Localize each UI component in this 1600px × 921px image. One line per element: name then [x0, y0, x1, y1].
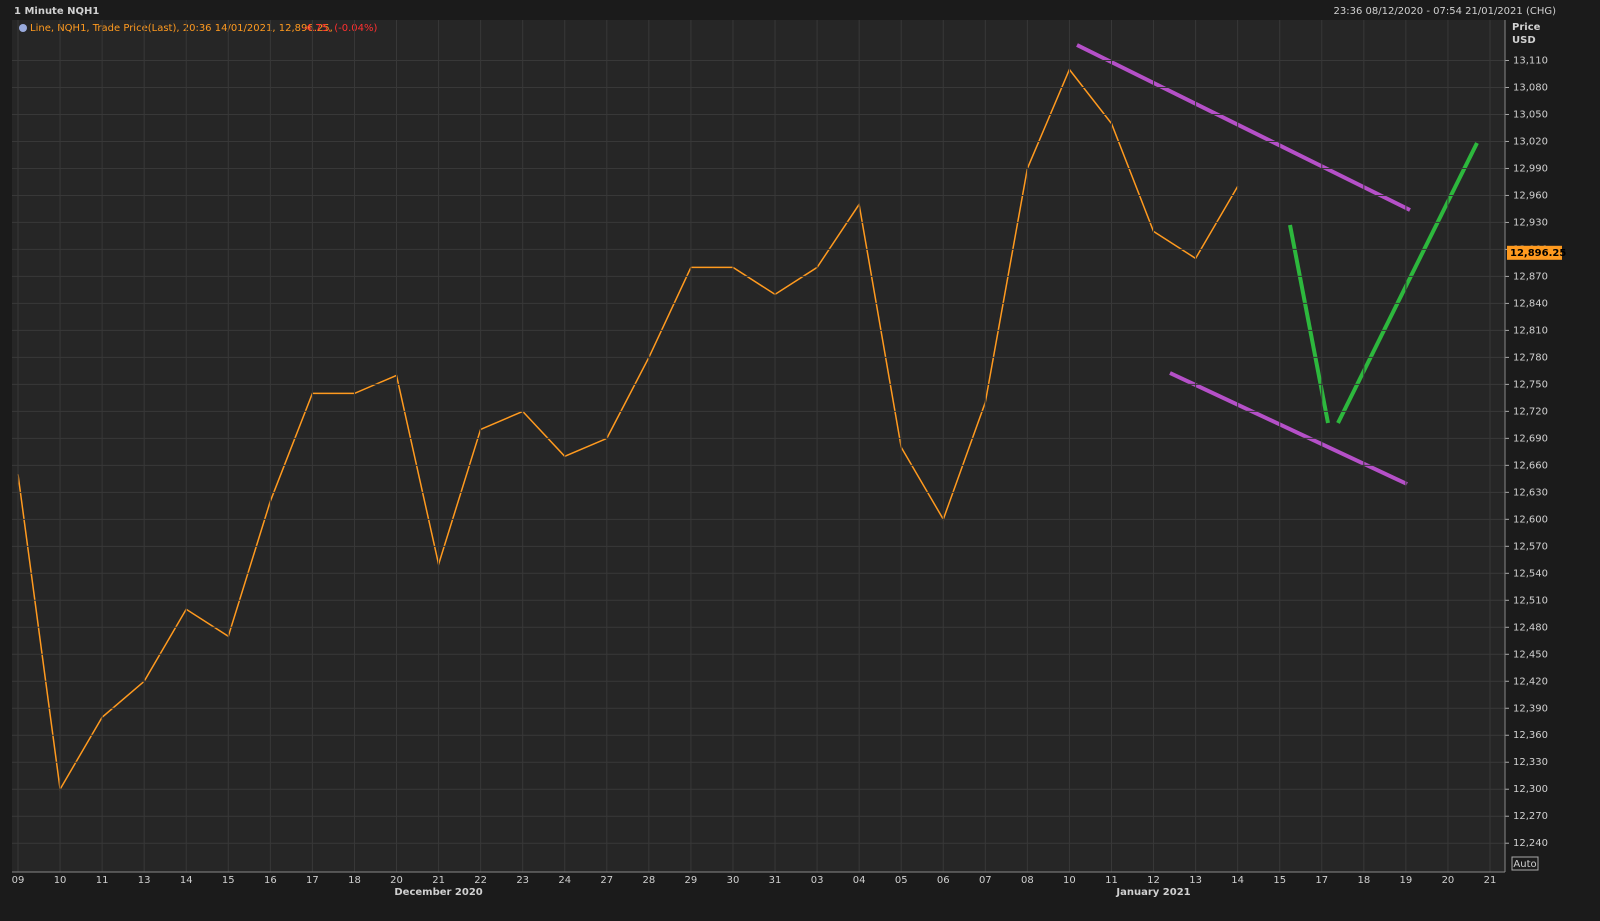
x-tick-label: 10 [54, 875, 67, 886]
x-tick-label: 09 [12, 875, 25, 886]
y-axis-label: Price [1512, 22, 1541, 33]
x-tick-label: 21 [432, 875, 445, 886]
x-tick-label: 17 [1315, 875, 1328, 886]
x-tick-label: 13 [1189, 875, 1202, 886]
x-tick-label: 11 [96, 875, 109, 886]
plot [17, 68, 1239, 792]
x-tick-label: 21 [1484, 875, 1497, 886]
auto-label[interactable]: Auto [1513, 859, 1536, 870]
x-tick-label: 13 [138, 875, 151, 886]
y-tick-label: 12,570 [1513, 541, 1548, 552]
y-tick-label: 12,960 [1513, 190, 1548, 201]
x-tick-label: 15 [1273, 875, 1286, 886]
price-line [17, 68, 1239, 792]
x-tick-label: 04 [853, 875, 866, 886]
x-tick-label: 28 [642, 875, 655, 886]
y-tick-label: 12,660 [1513, 460, 1548, 471]
y-tick-label: 12,630 [1513, 487, 1548, 498]
x-tick-label: 10 [1063, 875, 1076, 886]
y-tick-label: 12,540 [1513, 568, 1548, 579]
y-tick-label: 12,390 [1513, 703, 1548, 714]
last-price-box [1507, 245, 1562, 260]
y-tick-label: 12,930 [1513, 217, 1548, 228]
y-tick-label: 12,720 [1513, 406, 1548, 417]
x-tick-label: 17 [306, 875, 319, 886]
y-tick-label: 12,450 [1513, 649, 1548, 660]
legend-change: -4.75, (-0.04%) [302, 23, 378, 34]
x-tick-label: 06 [937, 875, 950, 886]
x-tick-label: 30 [727, 875, 740, 886]
y-tick-label: 12,840 [1513, 298, 1548, 309]
x-tick-label: 14 [180, 875, 193, 886]
x-tick-label: 07 [979, 875, 992, 886]
x-tick-label: 31 [769, 875, 782, 886]
trend-line [1076, 43, 1411, 212]
x-tick-label: 22 [474, 875, 487, 886]
x-tick-label: 23 [516, 875, 529, 886]
projection-line [1336, 142, 1479, 424]
legend-icon [19, 24, 27, 32]
y-tick-label: 12,330 [1513, 757, 1548, 768]
y-tick-label: 12,240 [1513, 838, 1548, 849]
y-tick-label: 12,690 [1513, 433, 1548, 444]
month-label: December 2020 [394, 887, 482, 898]
y-tick-label: 12,420 [1513, 676, 1548, 687]
y-tick-label: 13,020 [1513, 136, 1548, 147]
x-tick-label: 05 [895, 875, 908, 886]
auto-button[interactable] [1511, 856, 1539, 871]
y-tick-label: 13,050 [1513, 109, 1548, 120]
x-tick-label: 24 [558, 875, 571, 886]
x-tick-label: 20 [390, 875, 403, 886]
x-tick-label: 03 [811, 875, 824, 886]
legend-text: Line, NQH1, Trade Price(Last), 20:36 14/… [30, 23, 333, 34]
y-tick-label: 12,360 [1513, 730, 1548, 741]
title: 1 Minute NQH1 [14, 6, 99, 17]
y-tick-label: 12,480 [1513, 622, 1548, 633]
x-tick-label: 27 [600, 875, 613, 886]
x-tick-label: 19 [1400, 875, 1413, 886]
x-tick-label: 15 [222, 875, 235, 886]
y-tick-label: 12,300 [1513, 784, 1548, 795]
y-tick-label: 12,870 [1513, 271, 1548, 282]
y-tick-label: 12,600 [1513, 514, 1548, 525]
date-range: 23:36 08/12/2020 - 07:54 21/01/2021 (CHG… [1334, 6, 1557, 17]
x-tick-label: 20 [1442, 875, 1455, 886]
x-tick-label: 18 [1357, 875, 1370, 886]
y-tick-label: 12,510 [1513, 595, 1548, 606]
y-tick-label: 13,080 [1513, 82, 1548, 93]
x-tick-label: 16 [264, 875, 277, 886]
x-tick-label: 11 [1105, 875, 1118, 886]
y-tick-label: 13,110 [1513, 55, 1548, 66]
y-tick-label: 12,990 [1513, 163, 1548, 174]
y-tick-label: 12,750 [1513, 379, 1548, 390]
x-tick-label: 18 [348, 875, 361, 886]
month-label: January 2021 [1115, 887, 1190, 898]
y-tick-label: 12,270 [1513, 811, 1548, 822]
x-tick-label: 12 [1147, 875, 1160, 886]
x-tick-label: 08 [1021, 875, 1034, 886]
x-tick-label: 14 [1231, 875, 1244, 886]
y-tick-label: 12,810 [1513, 325, 1548, 336]
x-tick-label: 29 [685, 875, 698, 886]
plot-area [12, 20, 1505, 872]
y-axis-unit: USD [1512, 35, 1536, 46]
last-price-label: 12,896.25 [1510, 248, 1566, 259]
y-tick-label: 12,780 [1513, 352, 1548, 363]
